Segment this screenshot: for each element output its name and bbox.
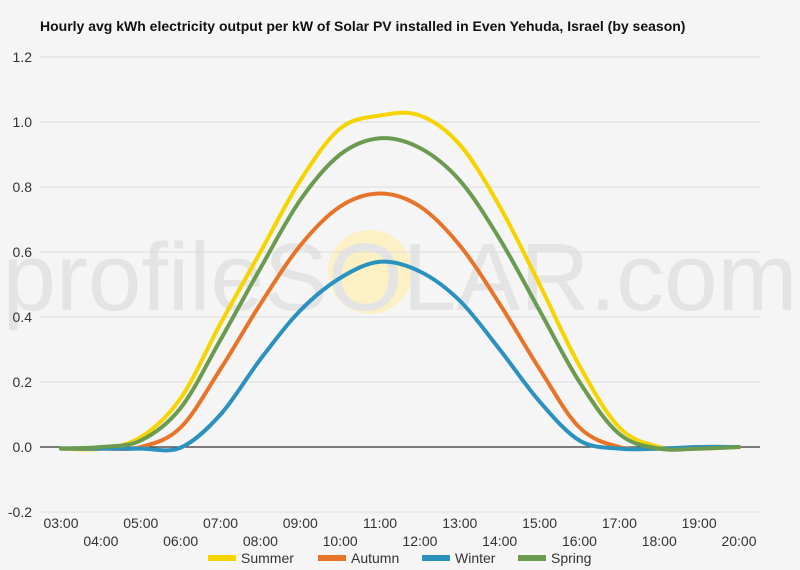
x-tick-label: 14:00 xyxy=(482,533,517,549)
y-tick-label: 0.4 xyxy=(13,309,33,325)
watermark-text: profileSOLAR.com xyxy=(3,224,798,331)
series-layer xyxy=(59,110,741,453)
y-tick-label: 1.2 xyxy=(13,49,33,65)
watermark: profileSOLAR.com xyxy=(3,224,798,331)
x-tick-label: 10:00 xyxy=(323,533,358,549)
chart-title: Hourly avg kWh electricity output per kW… xyxy=(40,18,686,34)
x-tick-label: 08:00 xyxy=(243,533,278,549)
y-tick-label: 0.6 xyxy=(13,244,33,260)
y-tick-label: 1.0 xyxy=(13,114,33,130)
legend-label-autumn: Autumn xyxy=(351,550,399,566)
watermark-sun xyxy=(328,230,412,314)
x-tick-label: 06:00 xyxy=(163,533,198,549)
x-tick-label: 13:00 xyxy=(442,515,477,531)
y-tick-label: 0.0 xyxy=(13,439,33,455)
legend-label-winter: Winter xyxy=(455,550,496,566)
x-tick-label: 04:00 xyxy=(83,533,118,549)
x-tick-label: 16:00 xyxy=(562,533,597,549)
y-tick-label: -0.2 xyxy=(8,504,32,520)
x-tick-label: 03:00 xyxy=(43,515,78,531)
x-tick-label: 17:00 xyxy=(602,515,637,531)
legend-swatch-spring xyxy=(518,555,546,561)
axis-labels: -0.2 0.0 0.2 0.4 0.6 0.8 1.0 1.2 03:00 04:00 05:00… xyxy=(8,49,757,549)
legend-label-spring: Spring xyxy=(551,550,591,566)
series-line-summer xyxy=(59,110,741,452)
x-tick-label: 15:00 xyxy=(522,515,557,531)
x-tick-label: 12:00 xyxy=(402,533,437,549)
series-line-spring xyxy=(59,136,741,452)
y-tick-label: 0.2 xyxy=(13,374,33,390)
x-tick-label: 05:00 xyxy=(123,515,158,531)
legend-swatch-winter xyxy=(422,555,450,561)
x-tick-label: 20:00 xyxy=(721,533,756,549)
legend: Summer Autumn Winter Spring xyxy=(208,550,591,566)
x-tick-label: 19:00 xyxy=(682,515,717,531)
grid xyxy=(40,56,760,513)
legend-label-summer: Summer xyxy=(241,550,294,566)
y-tick-label: 0.8 xyxy=(13,179,33,195)
x-tick-label: 07:00 xyxy=(203,515,238,531)
series-line-winter xyxy=(59,259,741,453)
legend-swatch-autumn xyxy=(318,555,346,561)
x-tick-label: 18:00 xyxy=(642,533,677,549)
legend-swatch-summer xyxy=(208,555,236,561)
x-tick-label: 09:00 xyxy=(283,515,318,531)
x-tick-label: 11:00 xyxy=(363,515,397,531)
